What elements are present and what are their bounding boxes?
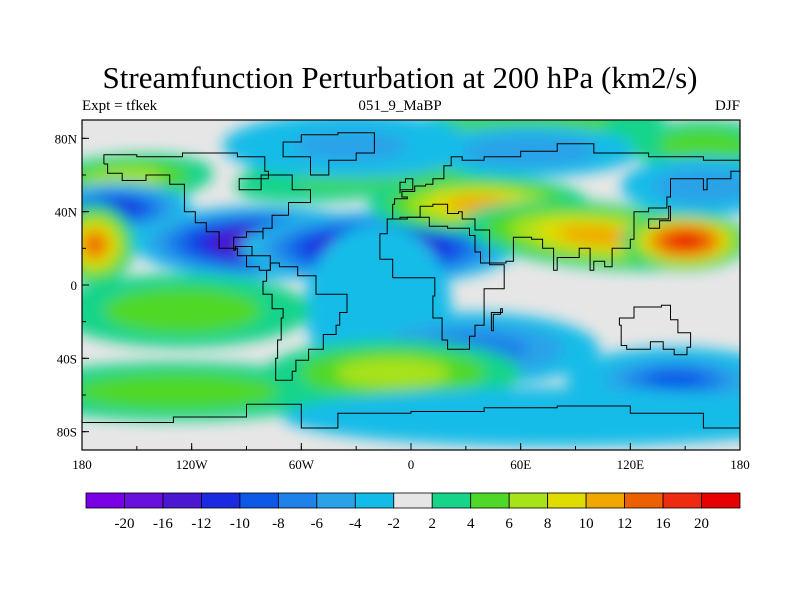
field-contour — [85, 234, 105, 255]
colorbar-box — [431, 492, 472, 509]
colorbar-label: 10 — [579, 516, 594, 532]
colorbar: -20 -16 -12 -10 -8 -6 -4 -2 2 4 6 8 10 12 16 20 — [85, 492, 741, 532]
x-tick-label: 180 — [72, 457, 92, 472]
coastline — [82, 403, 740, 429]
colorbar-label: 6 — [505, 516, 513, 532]
field-contour — [293, 131, 408, 161]
x-tick-label: 120W — [176, 457, 209, 472]
y-tick-label: 80N — [55, 131, 78, 146]
x-tick-label: 60W — [289, 457, 315, 472]
chart-title: Streamfunction Perturbation at 200 hPa (… — [102, 60, 698, 95]
x-tick-label: 120E — [617, 457, 645, 472]
axis-ticks — [81, 137, 741, 450]
coastline — [399, 178, 414, 194]
field-contour — [558, 225, 637, 246]
colorbar-label: 20 — [694, 516, 709, 532]
season-label: DJF — [714, 98, 740, 114]
coastline — [103, 152, 311, 271]
colorbar-box — [201, 492, 241, 509]
colorbar-box — [354, 492, 395, 509]
colorbar-label: -2 — [388, 516, 401, 532]
colorbar-label: 12 — [617, 516, 632, 532]
axis-labels: 180 120W 60W 0 60E 120E 180 80N 40N 0 40S 80S — [55, 131, 750, 472]
x-tick-label: 180 — [730, 457, 750, 472]
colorbar-label: 4 — [467, 516, 475, 532]
coastline-layer — [82, 132, 740, 429]
x-tick-label: 60E — [510, 457, 531, 472]
field-contour — [82, 373, 279, 410]
colorbar-label: 8 — [544, 516, 552, 532]
field-contour — [658, 129, 740, 162]
colorbar-label: -10 — [230, 516, 250, 532]
colorbar-box — [316, 492, 356, 509]
coastline — [618, 304, 692, 356]
colorbar-label: 16 — [656, 516, 672, 532]
colorbar-label: -16 — [153, 516, 173, 532]
colorbar-box — [393, 492, 433, 509]
experiment-label: Expt = tfkek — [82, 98, 158, 114]
y-tick-label: 80S — [57, 425, 77, 440]
colorbar-box — [470, 492, 510, 509]
colorbar-label: 2 — [428, 516, 436, 532]
colorbar-box — [701, 492, 741, 509]
field-contour — [674, 236, 696, 246]
coastline — [262, 262, 348, 381]
case-label: 051_9_MaBP — [358, 98, 442, 114]
colorbar-label: -20 — [114, 516, 134, 532]
colorbar-box — [508, 492, 549, 509]
coastline — [392, 143, 740, 271]
colorbar-label: -4 — [349, 516, 362, 532]
field-layer — [82, 120, 740, 447]
colorbar-label: -6 — [311, 516, 324, 532]
colorbar-label: -12 — [191, 516, 211, 532]
y-tick-label: 0 — [71, 278, 78, 293]
coastline — [490, 308, 503, 332]
colorbar-box — [124, 492, 164, 509]
colorbar-box — [585, 492, 625, 509]
y-tick-label: 40S — [57, 351, 77, 366]
field-contour — [644, 370, 708, 390]
field-contour — [103, 288, 262, 334]
coastline — [648, 205, 671, 229]
y-tick-label: 40N — [55, 205, 78, 220]
field-contour — [283, 387, 740, 447]
colorbar-box — [162, 492, 202, 509]
x-tick-label: 0 — [408, 457, 415, 472]
colorbar-box — [662, 492, 702, 509]
colorbar-box — [624, 492, 664, 509]
field-contour — [335, 358, 450, 388]
coastline — [282, 132, 375, 176]
field-contour — [652, 167, 740, 205]
colorbar-label: -8 — [272, 516, 285, 532]
colorbar-box — [547, 492, 587, 509]
colorbar-box — [239, 492, 279, 509]
colorbar-box — [85, 492, 125, 509]
colorbar-box — [277, 492, 318, 509]
